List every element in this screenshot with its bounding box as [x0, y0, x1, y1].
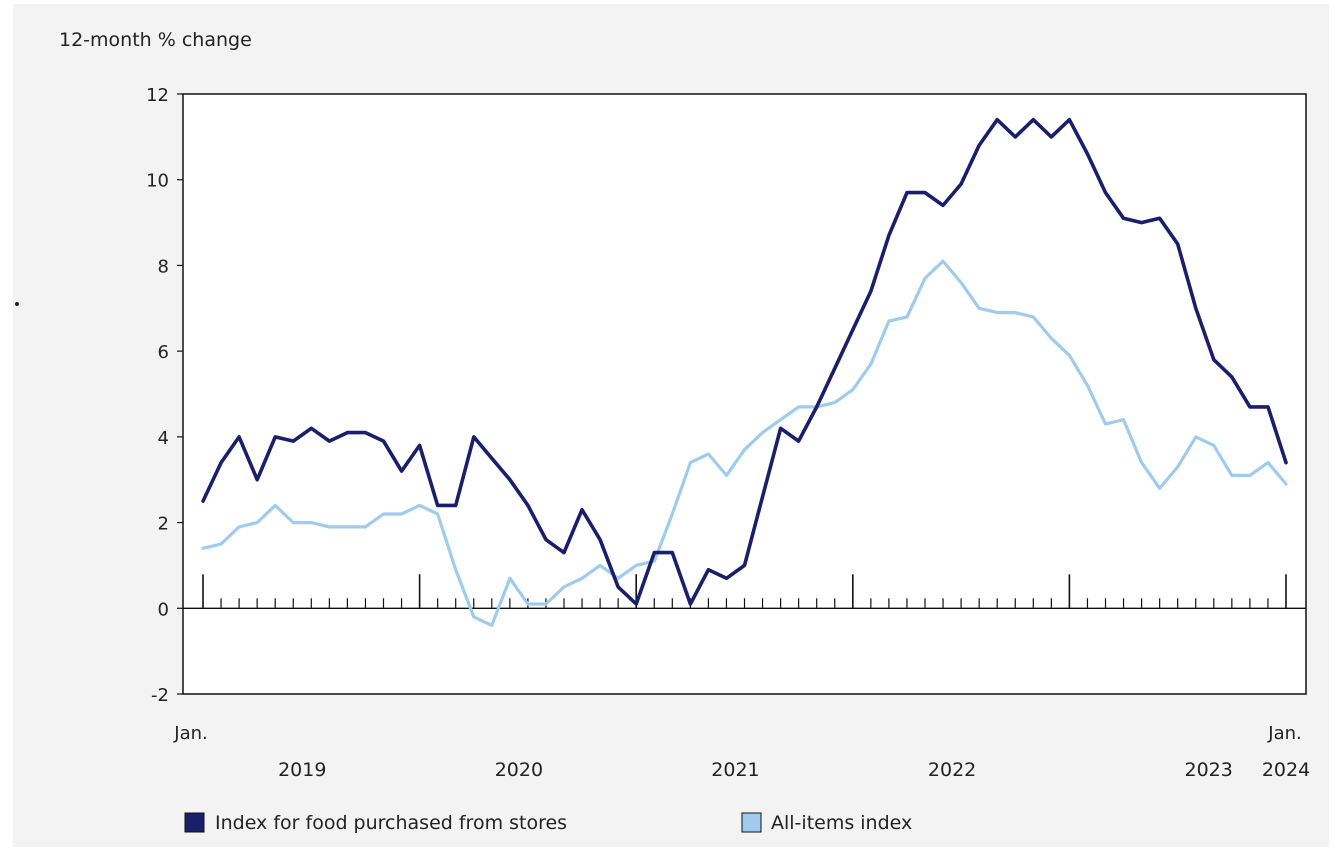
y-tick-label: 10 [146, 171, 169, 192]
year-label-2020: 2020 [495, 759, 543, 781]
series-line-food [201, 117, 1288, 606]
legend: Index for food purchased from stores All… [184, 812, 912, 834]
series-line-all-items [201, 259, 1288, 628]
x-start-month-label: Jan. [173, 723, 207, 744]
year-label-2023: 2023 [1184, 759, 1232, 781]
y-tick-label: 2 [158, 514, 169, 535]
x-end-month-label: Jan. [1267, 723, 1301, 744]
year-label-2019: 2019 [278, 759, 326, 781]
y-tick-label: 8 [158, 256, 169, 277]
y-tick-label: 12 [146, 85, 169, 106]
legend-label-food: Index for food purchased from stores [215, 812, 567, 834]
legend-swatch-food [184, 812, 205, 833]
year-labels: 2019 2020 2021 2022 2023 2024 [278, 759, 1310, 781]
year-label-2021: 2021 [711, 759, 759, 781]
year-label-2022: 2022 [928, 759, 976, 781]
plot-area [182, 93, 1307, 695]
stray-dot [15, 302, 19, 306]
y-tick-label: 0 [158, 599, 169, 620]
y-tick-label: 4 [158, 428, 169, 449]
series-lines [201, 117, 1288, 628]
legend-label-all-items: All-items index [771, 812, 912, 834]
legend-swatch-all-items [741, 812, 762, 833]
x-axis [183, 574, 1306, 609]
y-tick-label: 6 [158, 342, 169, 363]
chart-frame: 12-month % change 12 10 8 6 4 2 0 -2 Jan. Jan. … [13, 4, 1329, 847]
y-tick-label: -2 [151, 685, 169, 706]
y-axis-title: 12-month % change [59, 29, 252, 51]
year-label-2024: 2024 [1262, 759, 1310, 781]
y-axis: 12 10 8 6 4 2 0 -2 [146, 85, 183, 706]
